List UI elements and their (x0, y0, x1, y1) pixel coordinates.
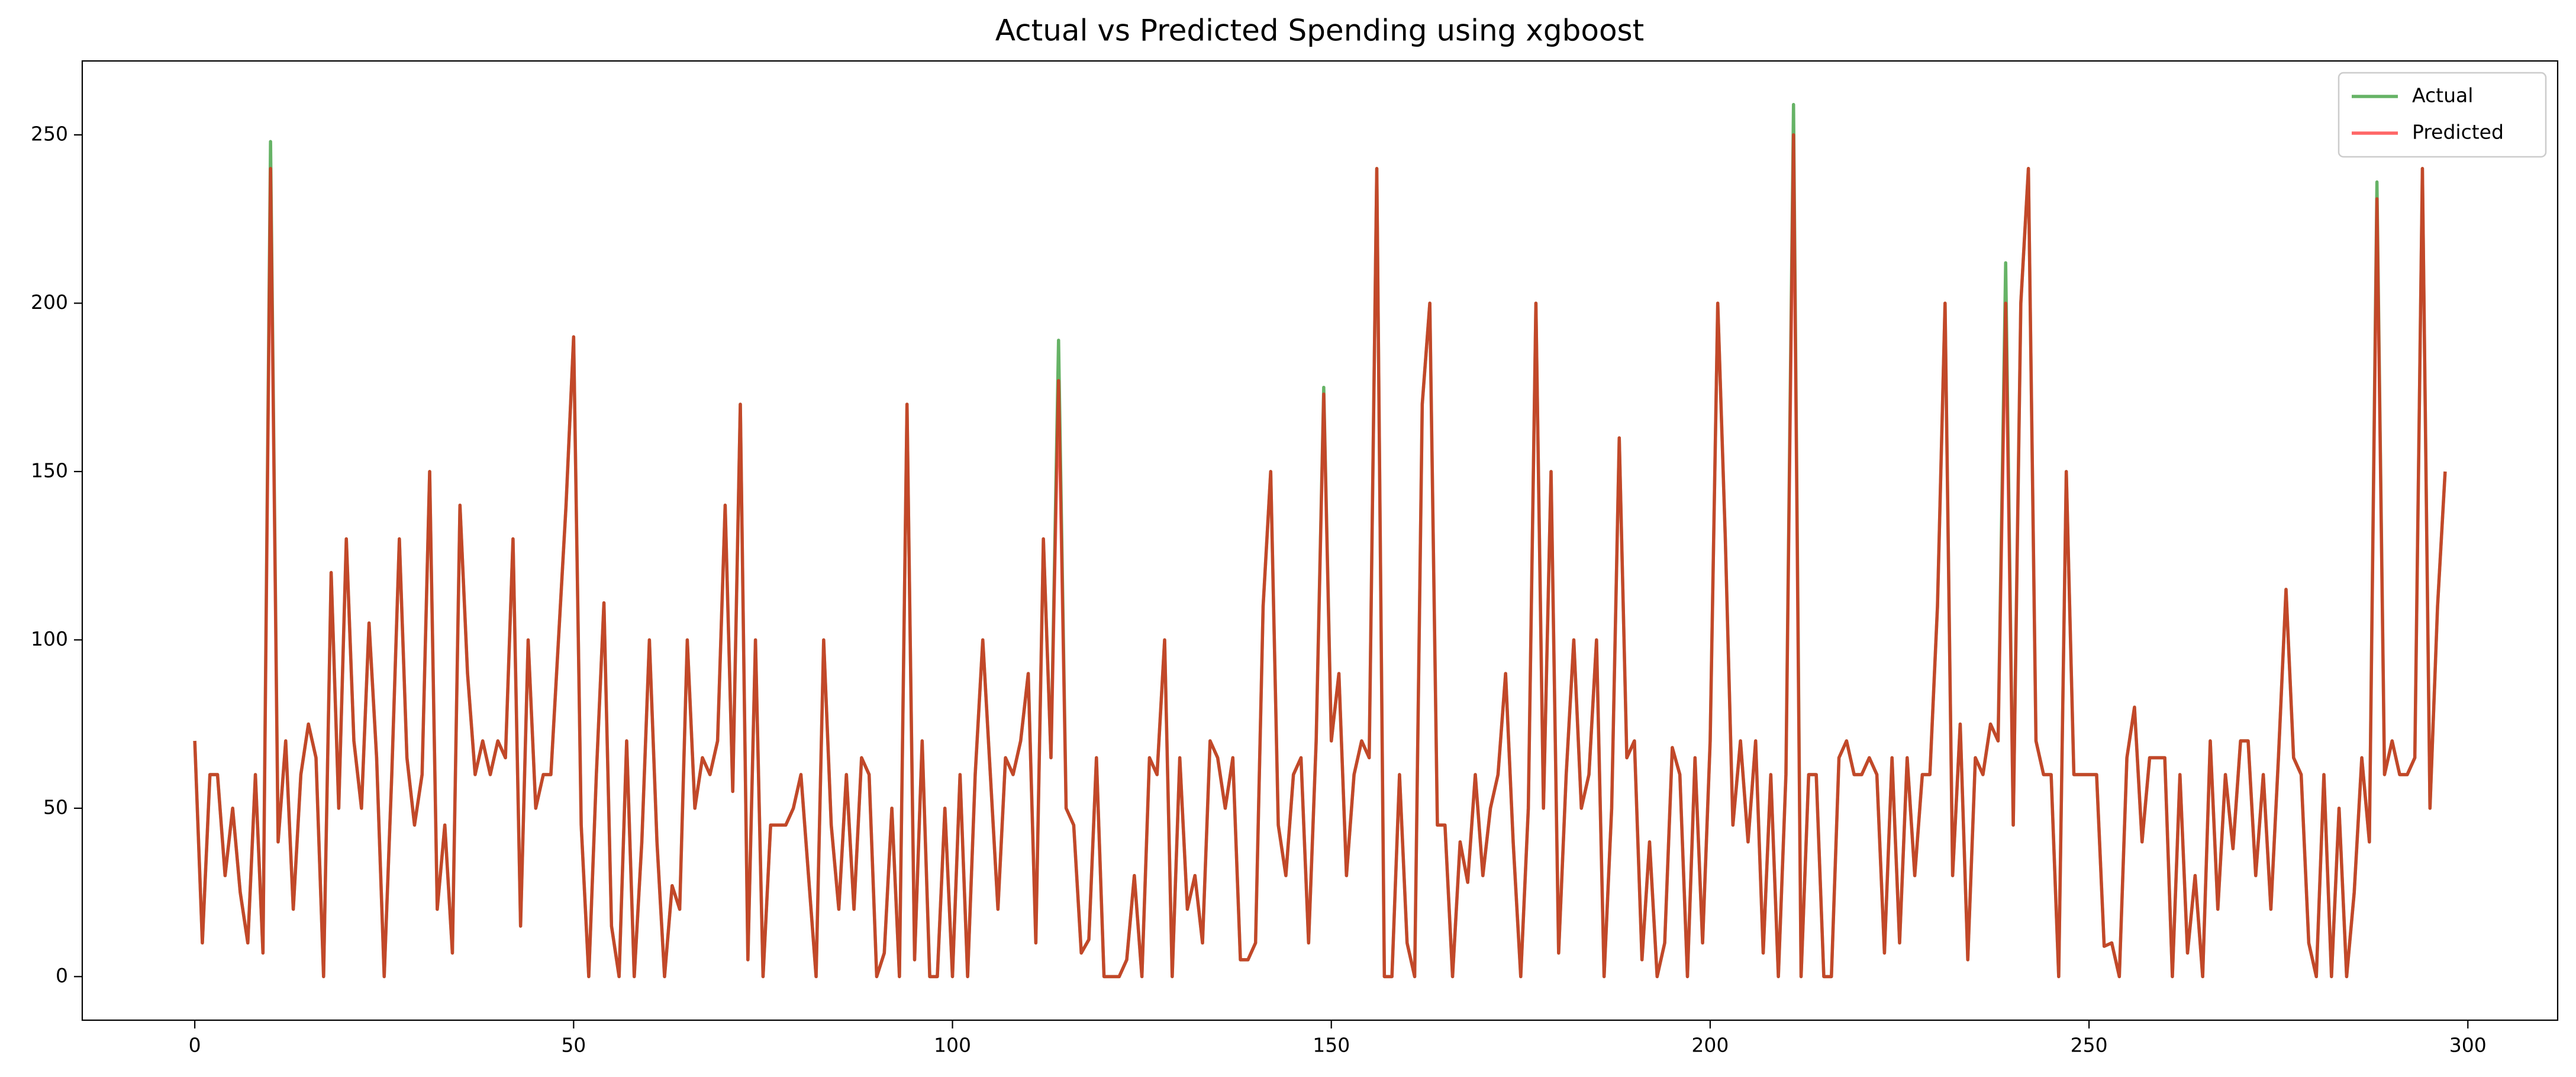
legend-label: Actual (2412, 84, 2473, 107)
x-tick-label: 150 (1313, 1034, 1350, 1057)
plot-frame (81, 60, 2559, 1021)
y-tick-label: 150 (31, 459, 68, 482)
y-tick-label: 250 (31, 122, 68, 145)
y-tick-label: 50 (43, 795, 68, 818)
x-tick-label: 200 (1691, 1034, 1729, 1057)
x-tick-label: 250 (2071, 1034, 2108, 1057)
x-tick-label: 0 (189, 1034, 201, 1057)
y-tick-label: 100 (31, 627, 68, 650)
y-tick-label: 200 (31, 291, 68, 314)
legend-box (2338, 72, 2547, 158)
x-tick-label: 300 (2449, 1034, 2487, 1057)
x-tick-label: 50 (561, 1034, 586, 1057)
legend-label: Predicted (2412, 121, 2504, 144)
y-tick-label: 0 (56, 964, 68, 987)
series-line (193, 133, 2447, 979)
chart-title: Actual vs Predicted Spending using xgboo… (995, 14, 1644, 48)
x-tick-label: 100 (934, 1034, 971, 1057)
